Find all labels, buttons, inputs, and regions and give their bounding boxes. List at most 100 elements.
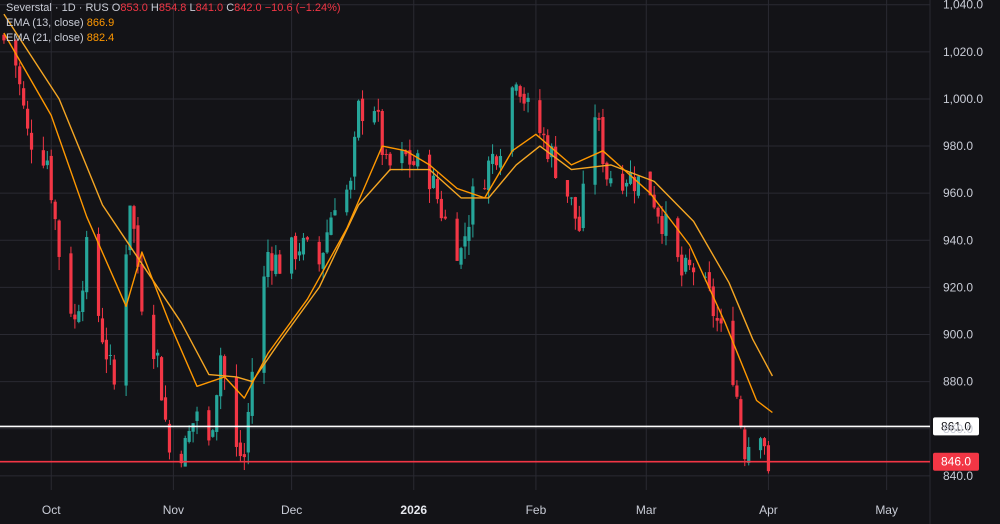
candle — [577, 205, 581, 233]
candle — [2, 33, 6, 44]
candle — [132, 204, 136, 243]
candle — [467, 215, 471, 255]
candle-body — [234, 377, 239, 447]
price-tick-label: 940.0 — [943, 233, 973, 247]
candle-body — [388, 153, 392, 166]
candle-body — [238, 442, 242, 457]
candle-body — [45, 160, 49, 166]
candle-body — [416, 153, 420, 167]
legend-ema21-value: 882.4 — [86, 32, 115, 44]
ema13-line — [3, 32, 773, 414]
candle-body — [735, 385, 739, 397]
candle — [715, 306, 719, 332]
candle — [124, 244, 128, 396]
candle — [69, 246, 73, 318]
candle-body — [494, 156, 499, 166]
candle — [77, 304, 81, 324]
candle — [140, 251, 144, 316]
candle — [234, 364, 239, 457]
legend-symbol[interactable]: Severstal · 1D · RUS — [6, 2, 109, 14]
candle-body — [565, 180, 570, 197]
level-badge-label: 861.0 — [941, 419, 971, 433]
candle-body — [223, 356, 227, 378]
candle — [85, 230, 89, 300]
level-badge[interactable] — [933, 417, 979, 436]
candle — [29, 119, 34, 164]
candle-body — [526, 97, 530, 102]
candle-body — [471, 186, 475, 225]
price-tick-label: 980.0 — [943, 139, 973, 153]
price-axis[interactable]: 840.0 860.0 880.0 900.0 920.0 940.0 960.0 980.0… — [943, 0, 983, 483]
candle-body — [463, 236, 467, 247]
candle-body — [372, 111, 376, 123]
price-tick-label: 1,000.0 — [943, 92, 983, 106]
candle-body — [77, 311, 81, 322]
candle — [270, 246, 274, 285]
candle-body — [57, 220, 61, 257]
candle — [427, 149, 432, 203]
candle-body — [652, 194, 656, 208]
legend-change: −10.6 (−1.24%) — [264, 2, 341, 14]
candle — [376, 98, 380, 122]
candle — [739, 395, 743, 429]
candle-body — [333, 210, 337, 216]
candle — [408, 139, 412, 178]
candle-body — [360, 98, 365, 122]
candle-body — [747, 446, 751, 463]
candle — [156, 349, 160, 368]
candle — [656, 206, 660, 224]
candle-body — [293, 235, 298, 260]
candle-body — [632, 176, 637, 192]
level-badge[interactable] — [933, 452, 979, 471]
candle — [242, 442, 246, 471]
candle-body — [766, 445, 771, 472]
candle — [518, 84, 522, 103]
candle — [329, 211, 333, 236]
candle-body — [427, 154, 432, 190]
candle — [443, 209, 447, 220]
horizontal-lines[interactable]: 861.0 846.0 — [0, 417, 979, 471]
candle-body — [163, 397, 168, 420]
candle — [707, 261, 711, 292]
legend-ema21-row[interactable]: EMA (21, close) 882.4 — [6, 31, 341, 46]
price-tick-label: 920.0 — [943, 280, 973, 294]
candle — [45, 151, 49, 170]
candle-body — [301, 237, 306, 255]
candle — [278, 249, 282, 275]
price-tick-label: 860.0 — [943, 422, 973, 436]
candle-body — [266, 251, 270, 278]
candle-body — [664, 213, 668, 236]
candle — [581, 170, 585, 232]
candle-body — [179, 453, 183, 464]
candle — [345, 184, 349, 216]
legend-ema13-row[interactable]: EMA (13, close) 866.9 — [6, 16, 341, 31]
candle-body — [25, 108, 30, 129]
candle — [357, 99, 361, 141]
chart-legend: Severstal · 1D · RUS O853.0 H854.8 L841.… — [6, 1, 341, 46]
candle-body — [487, 160, 491, 191]
candle — [416, 149, 420, 170]
candle — [238, 430, 242, 462]
candle — [766, 441, 771, 474]
candle — [360, 90, 365, 135]
candle-body — [621, 173, 625, 191]
candle — [660, 206, 664, 244]
candle — [522, 87, 526, 111]
time-tick-label: Dec — [281, 503, 302, 517]
candle — [526, 92, 530, 113]
candle-body — [762, 438, 767, 447]
candle — [250, 358, 254, 424]
candle-body — [250, 371, 254, 416]
candle — [104, 327, 108, 374]
candle — [455, 212, 459, 261]
candle-body — [546, 135, 550, 160]
candle-body — [455, 218, 459, 261]
candle — [100, 307, 105, 345]
candle-body — [691, 267, 696, 273]
candle-body — [53, 201, 57, 220]
candle — [215, 394, 219, 441]
candle — [317, 236, 321, 272]
time-axis[interactable]: Oct Nov Dec 2026 Feb Mar Apr May — [42, 503, 898, 517]
candle-body — [680, 254, 684, 276]
